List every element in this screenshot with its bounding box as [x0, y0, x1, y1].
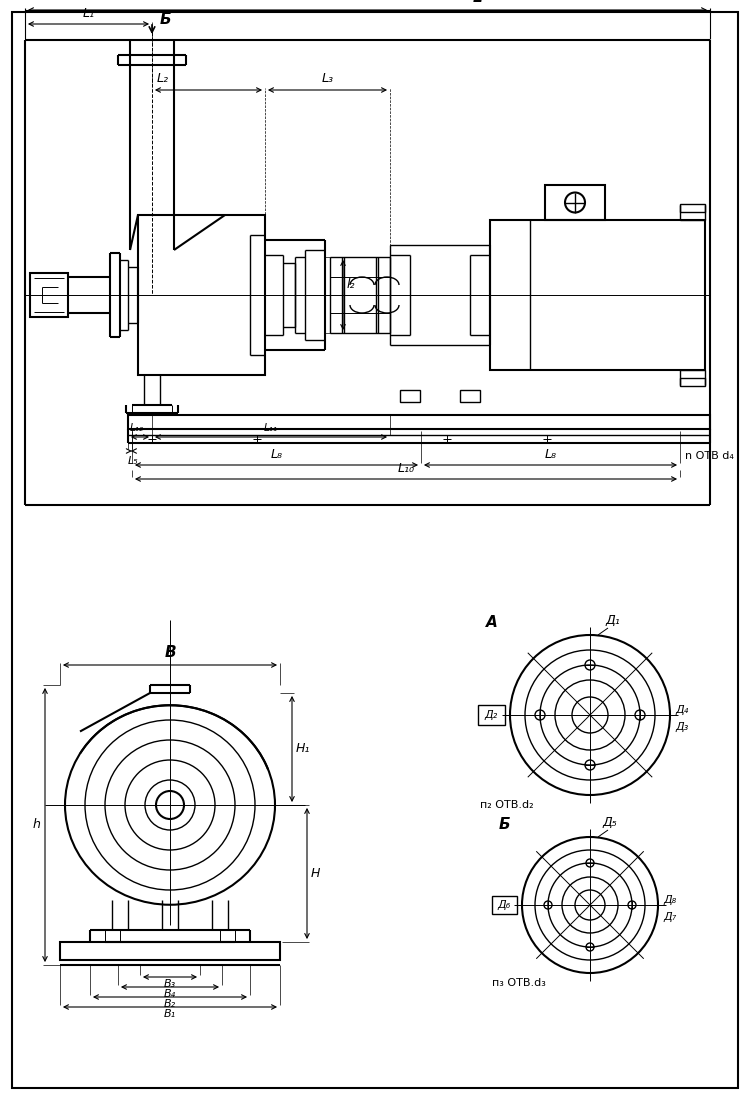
Text: А: А [486, 615, 498, 630]
Text: L₁: L₁ [82, 7, 94, 20]
Text: L₁₂: L₁₂ [130, 424, 144, 433]
Text: В₂: В₂ [164, 999, 176, 1009]
Text: Б: Б [160, 12, 172, 28]
Bar [128, 415, 710, 429]
Text: n ОТВ d₄: n ОТВ d₄ [685, 451, 734, 461]
Text: H₁: H₁ [296, 742, 310, 756]
Text: L₈: L₈ [544, 448, 556, 461]
Text: L₁₁: L₁₁ [264, 424, 278, 433]
Text: H: H [311, 867, 320, 880]
Text: В₃: В₃ [164, 979, 176, 989]
Text: Д₃: Д₃ [675, 722, 688, 732]
Text: Д₈: Д₈ [663, 895, 676, 905]
Bar [400, 390, 420, 402]
Bar [30, 273, 68, 317]
Bar [460, 390, 480, 402]
Text: Д₅: Д₅ [602, 816, 616, 829]
Bar [138, 214, 265, 375]
Text: В: В [164, 645, 176, 660]
Text: L: L [472, 0, 483, 6]
Text: п₃ ОТВ.d₃: п₃ ОТВ.d₃ [492, 978, 546, 988]
Bar [60, 942, 280, 960]
Text: Д₂: Д₂ [484, 710, 498, 720]
Text: Б: Б [498, 817, 510, 832]
Text: h: h [32, 818, 40, 832]
Text: L₃: L₃ [322, 72, 334, 85]
Text: L₅: L₅ [128, 456, 139, 466]
Bar [490, 220, 705, 370]
Bar [478, 705, 505, 725]
Text: L₂: L₂ [157, 72, 169, 85]
Text: l₂: l₂ [347, 278, 355, 292]
Text: п₂ ОТВ.d₂: п₂ ОТВ.d₂ [480, 800, 534, 810]
Bar [680, 378, 705, 386]
Bar [492, 896, 517, 914]
Text: Д₄: Д₄ [675, 705, 688, 715]
Bar [545, 185, 605, 220]
Text: Д₆: Д₆ [498, 900, 512, 910]
Text: В₄: В₄ [164, 989, 176, 999]
Text: В₁: В₁ [164, 1009, 176, 1019]
Text: Д₁: Д₁ [605, 614, 619, 627]
Text: Д₇: Д₇ [663, 912, 676, 922]
Bar [680, 204, 705, 212]
Text: L₁₀: L₁₀ [398, 462, 415, 475]
Text: L₈: L₈ [271, 448, 283, 461]
